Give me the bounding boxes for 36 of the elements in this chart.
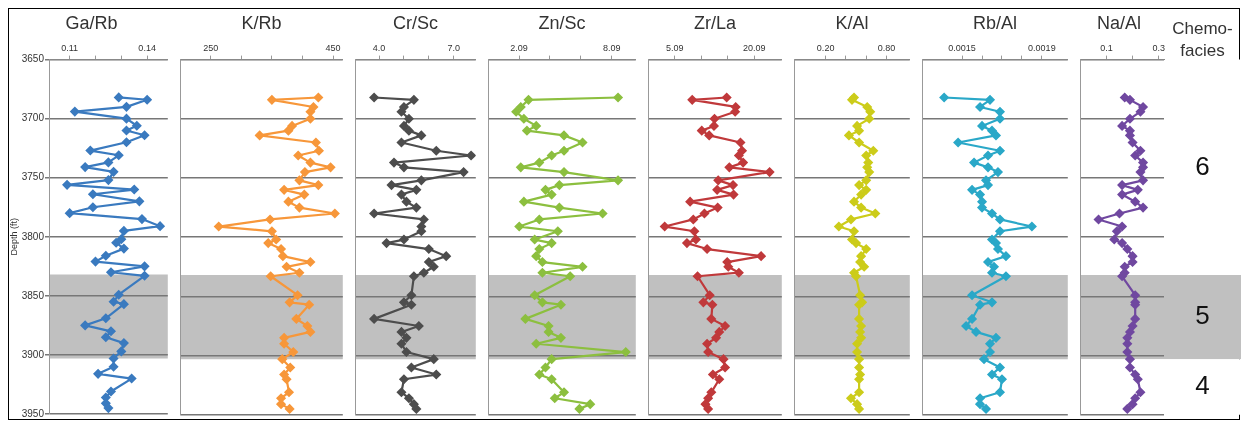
x-tick-label: 2.09 [510, 42, 528, 53]
x-tick-label: 450 [325, 42, 341, 53]
chart-title: Ga/Rb [65, 12, 118, 33]
x-tick-label: 0.0015 [948, 42, 976, 53]
x-tick-label: 0.1 [1100, 42, 1113, 53]
y-tick-label: 3850 [21, 289, 45, 301]
band-label: 4 [1195, 370, 1210, 401]
x-tick-label: 5.09 [665, 42, 684, 53]
chart-title: K/Rb [241, 12, 282, 33]
y-tick-label: 3700 [21, 112, 45, 124]
text: Chemo-facies [1172, 18, 1233, 60]
x-tick-label: 0.0019 [1028, 42, 1056, 53]
x-tick-label: 8.09 [602, 42, 621, 53]
chart-title: Na/Al [1096, 12, 1142, 33]
x-tick-label: 250 [203, 42, 219, 53]
x-tick-label: 0.14 [138, 42, 156, 53]
chart-title: Cr/Sc [393, 12, 438, 33]
chart-title: Zn/Sc [538, 12, 586, 33]
chart-title: K/Al [835, 12, 869, 33]
band-label: 5 [1195, 300, 1210, 331]
y-tick-label: 3800 [21, 230, 45, 242]
y-tick-label: 3900 [21, 348, 45, 360]
x-tick-label: 7.0 [447, 42, 460, 53]
y-tick-label: 3650 [21, 53, 45, 65]
chart-title: Rb/Al [972, 12, 1018, 33]
y-axis-title: Depth (ft) [8, 218, 19, 256]
x-tick-label: 20.09 [742, 42, 766, 53]
y-tick-label: 3950 [21, 407, 45, 419]
chart-title: Zr/La [693, 12, 737, 33]
y-tick-label: 3750 [21, 171, 45, 183]
band-label: 6 [1195, 150, 1210, 181]
x-tick-label: 0.20 [816, 42, 835, 53]
x-tick-label: 0.11 [61, 42, 79, 53]
x-tick-label: 0.3 [1152, 42, 1166, 53]
x-tick-label: 0.80 [877, 42, 896, 53]
x-tick-label: 4.0 [372, 42, 386, 53]
